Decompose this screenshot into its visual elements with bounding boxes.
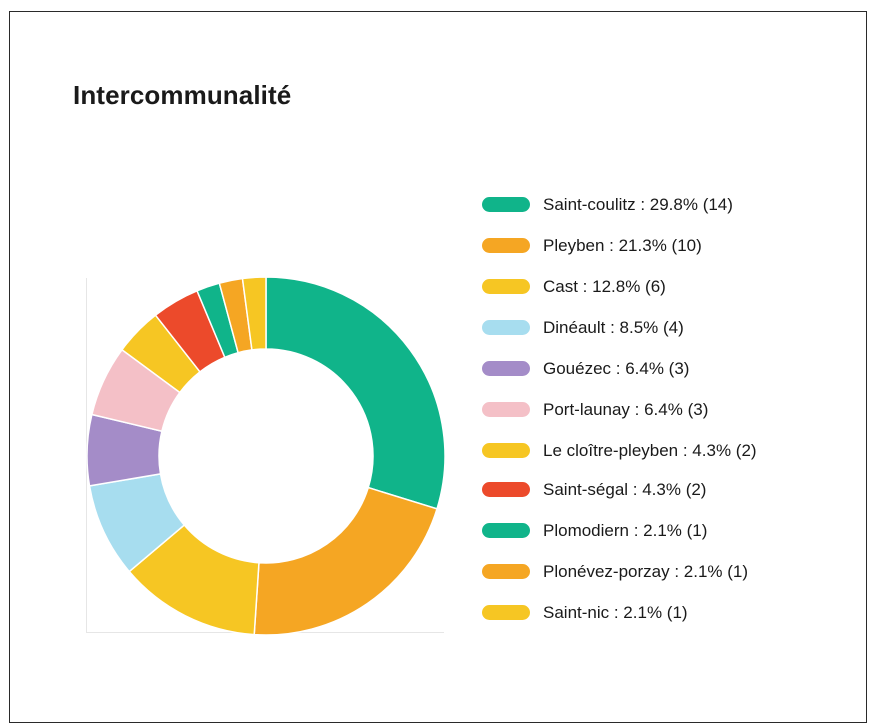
legend-swatch — [482, 443, 530, 458]
legend-item-port-launay[interactable]: Port-launay : 6.4% (3) — [482, 395, 842, 424]
legend-swatch — [482, 523, 530, 538]
legend-item-saint-coulitz[interactable]: Saint-coulitz : 29.8% (14) — [482, 190, 842, 219]
legend-swatch — [482, 279, 530, 294]
legend-label: Saint-ségal : 4.3% (2) — [543, 480, 707, 499]
donut-slice-saint-coulitz[interactable] — [265, 276, 446, 510]
legend-item-saint-nic[interactable]: Saint-nic : 2.1% (1) — [482, 598, 842, 627]
donut-slice-saint-nic[interactable] — [241, 276, 267, 351]
legend-label: Le cloître-pleyben : 4.3% (2) — [543, 441, 757, 460]
legend-swatch — [482, 402, 530, 417]
legend-label: Dinéault : 8.5% (4) — [543, 318, 684, 337]
legend-swatch — [482, 482, 530, 497]
legend-label: Saint-coulitz : 29.8% (14) — [543, 195, 733, 214]
donut-slice-pleyben[interactable] — [253, 486, 438, 636]
legend-item-saint-segal[interactable]: Saint-ségal : 4.3% (2) — [482, 475, 842, 504]
legend-item-cast[interactable]: Cast : 12.8% (6) — [482, 272, 842, 301]
chart-legend: Saint-coulitz : 29.8% (14) Pleyben : 21.… — [482, 190, 842, 639]
legend-item-pleyben[interactable]: Pleyben : 21.3% (10) — [482, 231, 842, 260]
legend-label: Saint-nic : 2.1% (1) — [543, 603, 688, 622]
legend-label: Pleyben : 21.3% (10) — [543, 236, 702, 255]
legend-swatch — [482, 361, 530, 376]
legend-label: Cast : 12.8% (6) — [543, 277, 666, 296]
legend-label: Plomodiern : 2.1% (1) — [543, 521, 708, 540]
legend-swatch — [482, 197, 530, 212]
legend-item-plomodiern[interactable]: Plomodiern : 2.1% (1) — [482, 516, 842, 545]
legend-label: Plonévez-porzay : 2.1% (1) — [543, 562, 749, 581]
donut-chart — [86, 276, 446, 636]
legend-swatch — [482, 320, 530, 335]
legend-swatch — [482, 605, 530, 620]
legend-swatch — [482, 564, 530, 579]
legend-item-gouezec[interactable]: Gouézec : 6.4% (3) — [482, 354, 842, 383]
legend-label: Gouézec : 6.4% (3) — [543, 359, 690, 378]
chart-title: Intercommunalité — [73, 80, 292, 110]
legend-swatch — [482, 238, 530, 253]
legend-item-dineault[interactable]: Dinéault : 8.5% (4) — [482, 313, 842, 342]
legend-label: Port-launay : 6.4% (3) — [543, 400, 709, 419]
legend-item-plonevez-porzay[interactable]: Plonévez-porzay : 2.1% (1) — [482, 557, 842, 586]
legend-item-le-cloitre-pleyben[interactable]: Le cloître-pleyben : 4.3% (2) — [482, 436, 842, 465]
